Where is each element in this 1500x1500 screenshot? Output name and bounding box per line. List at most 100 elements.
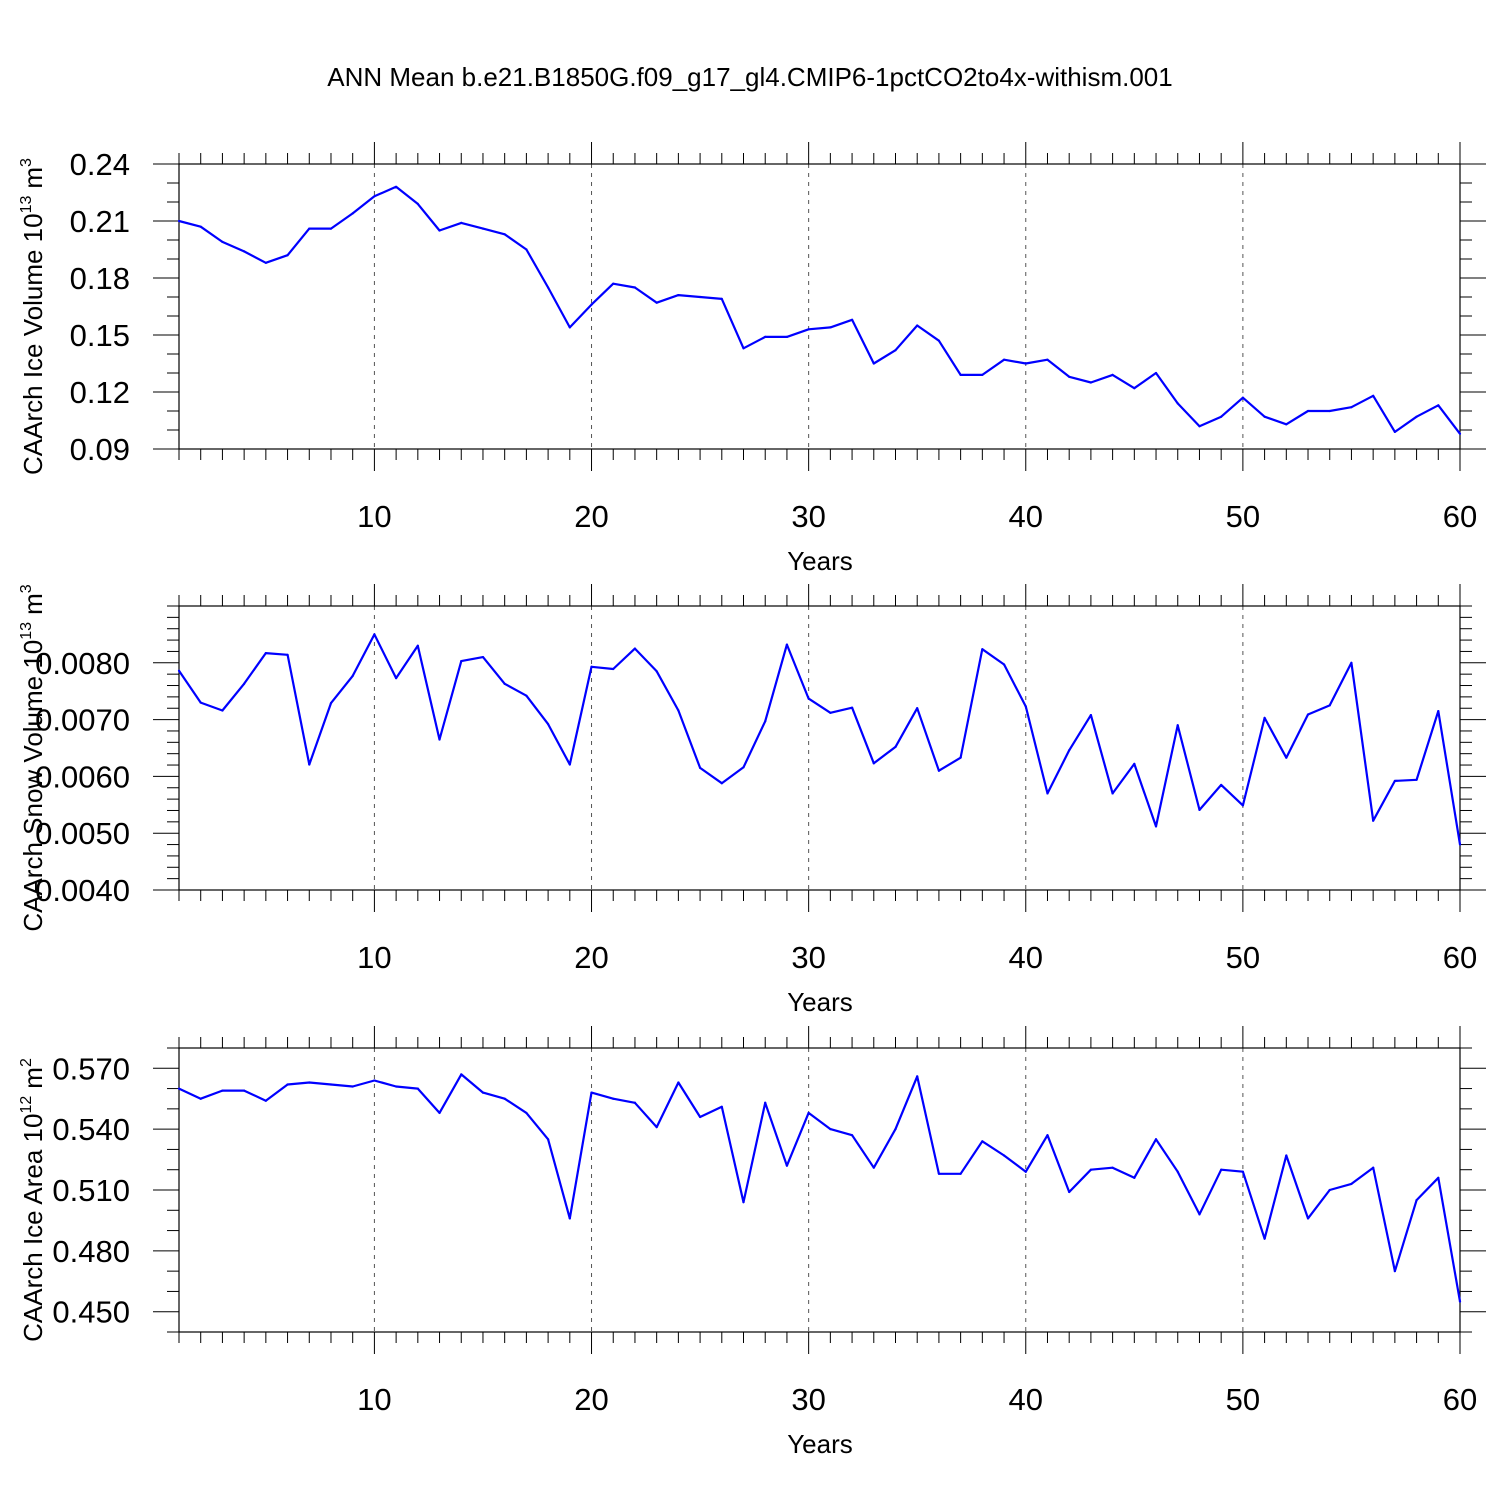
data-point: [308, 763, 311, 766]
data-point: [1198, 1213, 1201, 1216]
x-axis-label: Years: [787, 546, 853, 576]
y-axis-label-exponent: 13: [18, 622, 35, 640]
data-point: [199, 1097, 202, 1100]
data-point: [850, 1134, 854, 1137]
data-point: [1241, 396, 1244, 399]
y-tick-label: 0.0040: [35, 873, 130, 908]
y-axis-label-text: CAArch Snow Volume 10: [18, 640, 48, 932]
data-point: [547, 1138, 550, 1141]
y-tick-label: 0.450: [52, 1295, 130, 1330]
y-axis-label-unit: m: [18, 167, 48, 189]
data-point: [959, 756, 962, 759]
data-point: [807, 697, 810, 700]
data-point: [1176, 724, 1179, 727]
series-line: [178, 633, 1462, 845]
data-point: [416, 202, 419, 205]
data-point: [177, 1087, 181, 1090]
data-point: [720, 297, 723, 300]
data-point: [221, 1089, 224, 1092]
data-point: [1046, 358, 1049, 361]
data-point: [329, 227, 333, 230]
y-tick-label: 0.24: [70, 147, 130, 182]
data-point: [351, 1085, 354, 1088]
y-axis-label-unit-exponent: 2: [18, 1058, 35, 1067]
data-point: [655, 670, 658, 673]
data-point: [850, 318, 854, 321]
x-tick-label: 60: [1443, 940, 1477, 975]
data-point: [1350, 406, 1353, 409]
y-tick-label: 0.15: [70, 318, 130, 353]
data-point: [829, 711, 832, 714]
data-point: [1024, 705, 1027, 708]
data-point: [1068, 1190, 1071, 1194]
data-point: [590, 665, 593, 668]
data-point: [1089, 381, 1092, 384]
data-point: [416, 1087, 419, 1090]
data-point: [1046, 792, 1049, 795]
data-point: [1306, 1217, 1310, 1220]
data-point: [416, 644, 419, 647]
data-point: [590, 303, 593, 306]
plot-frame: [178, 163, 1461, 450]
plot-frame: [178, 1047, 1461, 1333]
data-point: [937, 1172, 941, 1175]
data-point: [1089, 713, 1092, 717]
data-point: [243, 682, 246, 685]
data-point: [481, 1091, 485, 1094]
data-point: [655, 1126, 658, 1129]
data-point: [937, 339, 941, 342]
data-point: [243, 250, 246, 253]
data-point: [612, 1097, 615, 1100]
data-point: [264, 1099, 267, 1102]
data-point: [807, 1111, 810, 1115]
data-point: [438, 1111, 441, 1115]
x-tick-label: 50: [1226, 499, 1260, 534]
ice-area-panel: 0.450 0.480 0.510 0.540 0.570 10 20 30 40 50 60 Yea…: [18, 1026, 1486, 1459]
data-point: [850, 706, 854, 709]
data-point: [785, 335, 789, 338]
data-point: [1133, 1176, 1136, 1179]
data-point: [698, 295, 702, 299]
data-point: [1437, 709, 1440, 713]
data-point: [959, 373, 962, 376]
x-tick-label: 10: [357, 940, 391, 975]
data-point: [1285, 756, 1288, 759]
x-tick-label: 20: [574, 940, 608, 975]
data-point: [329, 1083, 333, 1086]
y-tick-label: 0.12: [70, 375, 130, 410]
data-point: [1328, 704, 1331, 707]
data-point: [1458, 843, 1462, 846]
data-point: [264, 261, 267, 264]
x-tick-label: 50: [1226, 1382, 1260, 1417]
y-tick-label: 0.21: [70, 204, 130, 239]
data-point: [351, 212, 354, 215]
data-point: [677, 1081, 680, 1084]
data-point: [785, 1164, 789, 1167]
x-tick-label: 40: [1009, 499, 1043, 534]
data-point: [894, 349, 897, 352]
y-axis-label: CAArch Ice Area 1012 m2: [18, 1058, 48, 1342]
data-point: [481, 227, 485, 230]
data-point: [264, 652, 267, 655]
data-point: [243, 1089, 246, 1092]
data-point: [633, 647, 637, 650]
data-point: [981, 373, 984, 376]
x-axis-label: Years: [787, 987, 853, 1017]
data-point: [1089, 1168, 1092, 1171]
data-point: [221, 709, 224, 712]
data-point: [612, 667, 615, 671]
data-point: [1263, 1237, 1266, 1240]
data-point: [764, 1101, 767, 1104]
data-point: [1372, 819, 1375, 822]
data-point: [1350, 661, 1353, 664]
data-point: [1350, 1182, 1353, 1186]
data-point: [1198, 425, 1201, 428]
data-point: [503, 682, 506, 685]
data-point: [742, 347, 745, 350]
data-point: [351, 674, 354, 677]
x-tick-label: 60: [1443, 1382, 1477, 1417]
snow-volume-panel: 0.0040 0.0050 0.0060 0.0070 0.0080 10 20 30 40 50…: [18, 584, 1486, 1017]
data-point: [1068, 375, 1071, 378]
data-point: [720, 782, 723, 785]
